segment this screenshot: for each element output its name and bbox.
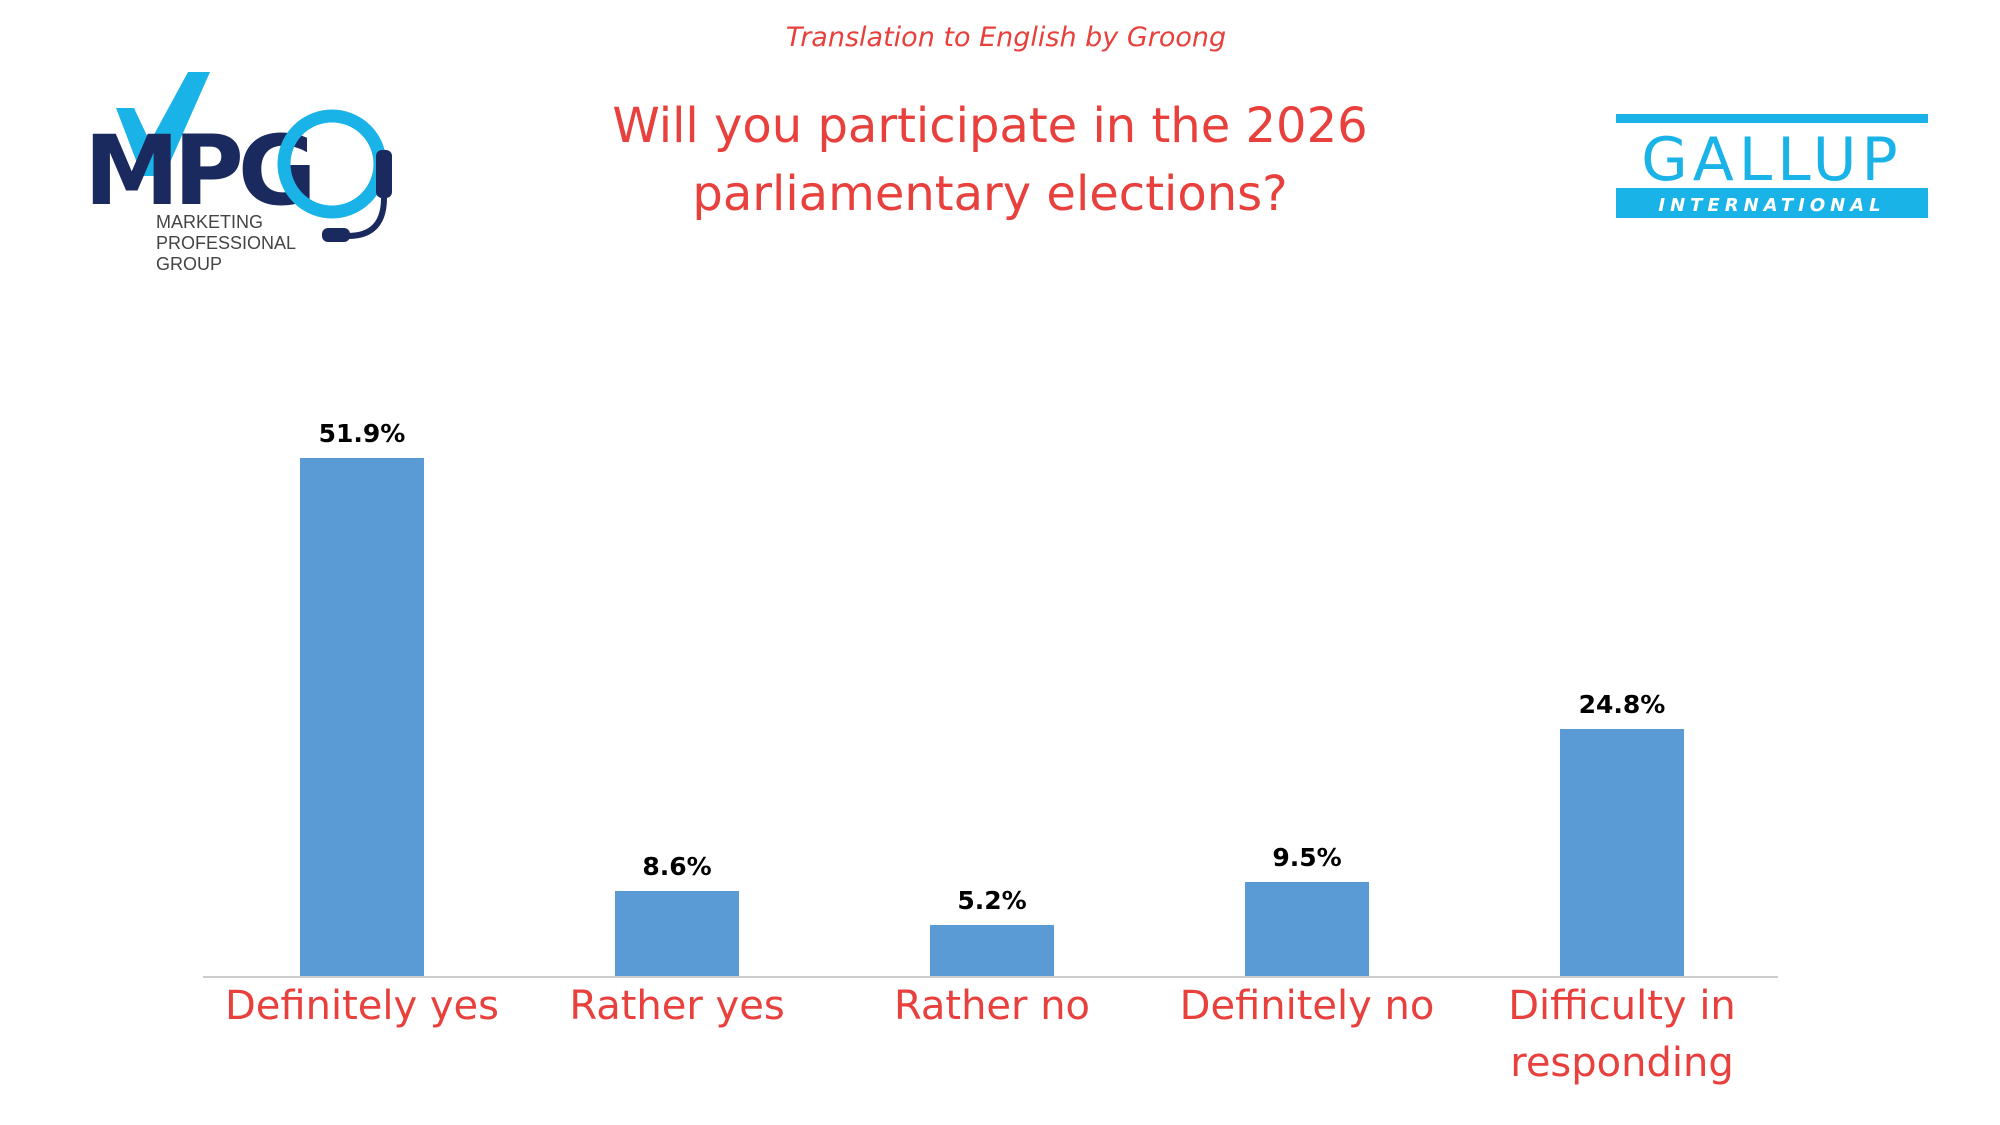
bar-3 bbox=[930, 925, 1054, 977]
bar-value-label-5: 24.8% bbox=[1579, 690, 1666, 719]
mpg-headset-mic-tip bbox=[322, 228, 350, 242]
gallup-logo-word: GALLUP bbox=[1641, 125, 1903, 195]
gallup-logo-subword: INTERNATIONAL bbox=[1658, 195, 1885, 216]
category-label-5-line-2: responding bbox=[1510, 1040, 1734, 1086]
mpg-logo-line-3: GROUP bbox=[156, 254, 222, 274]
bar-value-label-3: 5.2% bbox=[957, 886, 1026, 915]
mpg-logo-line-1: MARKETING bbox=[156, 212, 263, 232]
bars-layer: 51.9% 8.6% 5.2% 9.5% 24.8% bbox=[300, 419, 1684, 977]
mpg-logo-mark: MPG bbox=[84, 115, 311, 227]
mpg-headset-earpiece bbox=[376, 150, 392, 198]
bar-4 bbox=[1245, 882, 1369, 977]
category-label-5-line-1: Difficulty in bbox=[1508, 983, 1736, 1029]
bar-value-label-2: 8.6% bbox=[642, 852, 711, 881]
category-label-5: Difficulty in responding bbox=[1457, 978, 1787, 1092]
category-label-4-line-1: Definitely no bbox=[1179, 983, 1435, 1029]
mpg-logo-line-2: PROFESSIONAL bbox=[156, 233, 296, 253]
bar-2 bbox=[615, 891, 739, 977]
category-label-2: Rather yes bbox=[512, 978, 842, 1035]
gallup-top-bar bbox=[1616, 114, 1928, 123]
gallup-international-logo: GALLUP INTERNATIONAL bbox=[1616, 114, 1928, 218]
bar-value-label-4: 9.5% bbox=[1272, 843, 1341, 872]
translation-credit: Translation to English by Groong bbox=[785, 22, 1227, 53]
category-label-3-line-1: Rather no bbox=[893, 983, 1091, 1029]
gallup-bottom-band bbox=[1616, 188, 1928, 218]
chart-title-line-2: parliamentary elections? bbox=[692, 166, 1288, 222]
mpg-check-mark bbox=[116, 72, 210, 176]
category-label-1-line-1: Definitely yes bbox=[225, 983, 499, 1029]
bar-5 bbox=[1560, 729, 1684, 977]
mpg-logo: MPG MARKETING PROFESSIONAL GROUP bbox=[84, 72, 392, 274]
chart-title: Will you participate in the 2026 parliam… bbox=[560, 92, 1420, 228]
mpg-headset-mic bbox=[347, 197, 387, 239]
category-label-1: Definitely yes bbox=[197, 978, 527, 1035]
bar-value-label-1: 51.9% bbox=[319, 419, 406, 448]
category-label-3: Rather no bbox=[827, 978, 1157, 1035]
bar-1 bbox=[300, 458, 424, 977]
category-label-2-line-1: Rather yes bbox=[569, 983, 785, 1029]
chart-title-line-1: Will you participate in the 2026 bbox=[612, 98, 1368, 154]
category-label-4: Definitely no bbox=[1142, 978, 1472, 1035]
